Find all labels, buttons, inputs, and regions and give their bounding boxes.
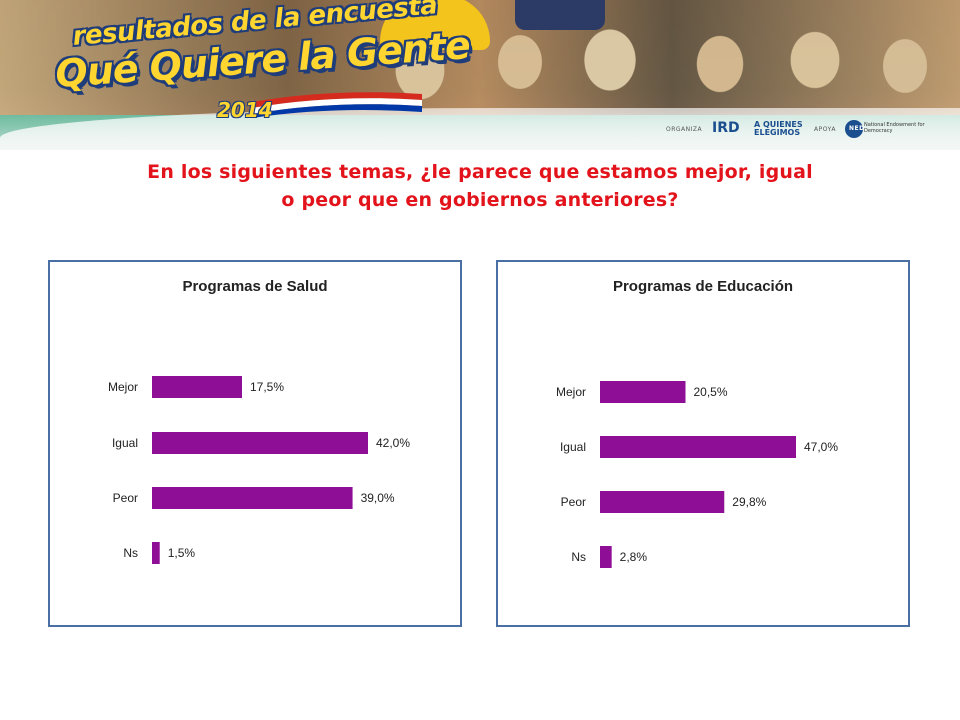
bar-ns [600, 546, 612, 568]
value-label: 47,0% [804, 440, 838, 454]
ird-logo: IRD [712, 120, 740, 136]
value-label: 39,0% [361, 491, 395, 505]
question-line2: o peor que en gobiernos anteriores? [281, 189, 679, 211]
apoya-label: APOYA [814, 126, 836, 133]
bar-ns [152, 542, 160, 564]
value-label: 1,5% [168, 546, 196, 560]
paraguay-flag-swoosh [252, 92, 422, 118]
organiza-label: ORGANIZA [666, 126, 703, 133]
survey-logo: resultados de la encuesta Qué Quiere la … [52, 0, 471, 122]
value-label: 2,8% [620, 550, 648, 564]
sponsors-bar: ORGANIZA IRD A QUIENES ELEGIMOS APOYA NE… [662, 118, 960, 146]
bar-igual [600, 436, 796, 458]
question-line1: En los siguientes temas, ¿le parece que … [147, 161, 813, 183]
category-label: Ns [571, 550, 586, 564]
category-label: Mejor [556, 385, 586, 399]
category-label: Ns [123, 546, 138, 560]
category-label: Igual [560, 440, 586, 454]
bar-mejor [152, 376, 242, 398]
logo-year: 2014 [217, 98, 273, 122]
bar-chart-educacion: Mejor 20,5% Igual 47,0% Peor 29,8% Ns 2,8% [556, 381, 838, 568]
bar-igual [152, 432, 368, 454]
category-label: Peor [113, 491, 138, 505]
banner-wave [0, 108, 960, 150]
value-label: 29,8% [732, 495, 766, 509]
a-quienes-elegimos-logo: A QUIENES ELEGIMOS [754, 120, 803, 137]
survey-question: En los siguientes temas, ¿le parece que … [40, 158, 920, 214]
cap-illustration [515, 0, 605, 30]
hard-hat-illustration [380, 0, 490, 50]
bar-peor [600, 491, 725, 513]
ned-logo-mark [845, 120, 863, 138]
bar-peor [152, 487, 353, 509]
category-label: Igual [112, 436, 138, 450]
chart-title: Programas de Educación [612, 278, 794, 295]
value-label: 42,0% [376, 436, 410, 450]
chart-title: Programas de Salud [182, 278, 328, 295]
category-label: Peor [561, 495, 586, 509]
value-label: 17,5% [250, 380, 284, 394]
bar-chart-salud: Mejor 17,5% Igual 42,0% Peor 39,0% Ns 1,5% [108, 376, 410, 564]
ned-text: National Endowment for Democracy [864, 122, 925, 134]
chart-panel-educacion: Programas de Educación Mejor 20,5% Igual 47… [496, 260, 910, 627]
category-label: Mejor [108, 380, 138, 394]
value-label: 20,5% [693, 385, 727, 399]
chart-panel-salud: Programas de Salud Mejor 17,5% Igual 42,0% P… [48, 260, 462, 627]
header-banner: resultados de la encuesta Qué Quiere la … [0, 0, 960, 150]
ned-logo: NED [849, 125, 865, 132]
bar-mejor [600, 381, 686, 403]
